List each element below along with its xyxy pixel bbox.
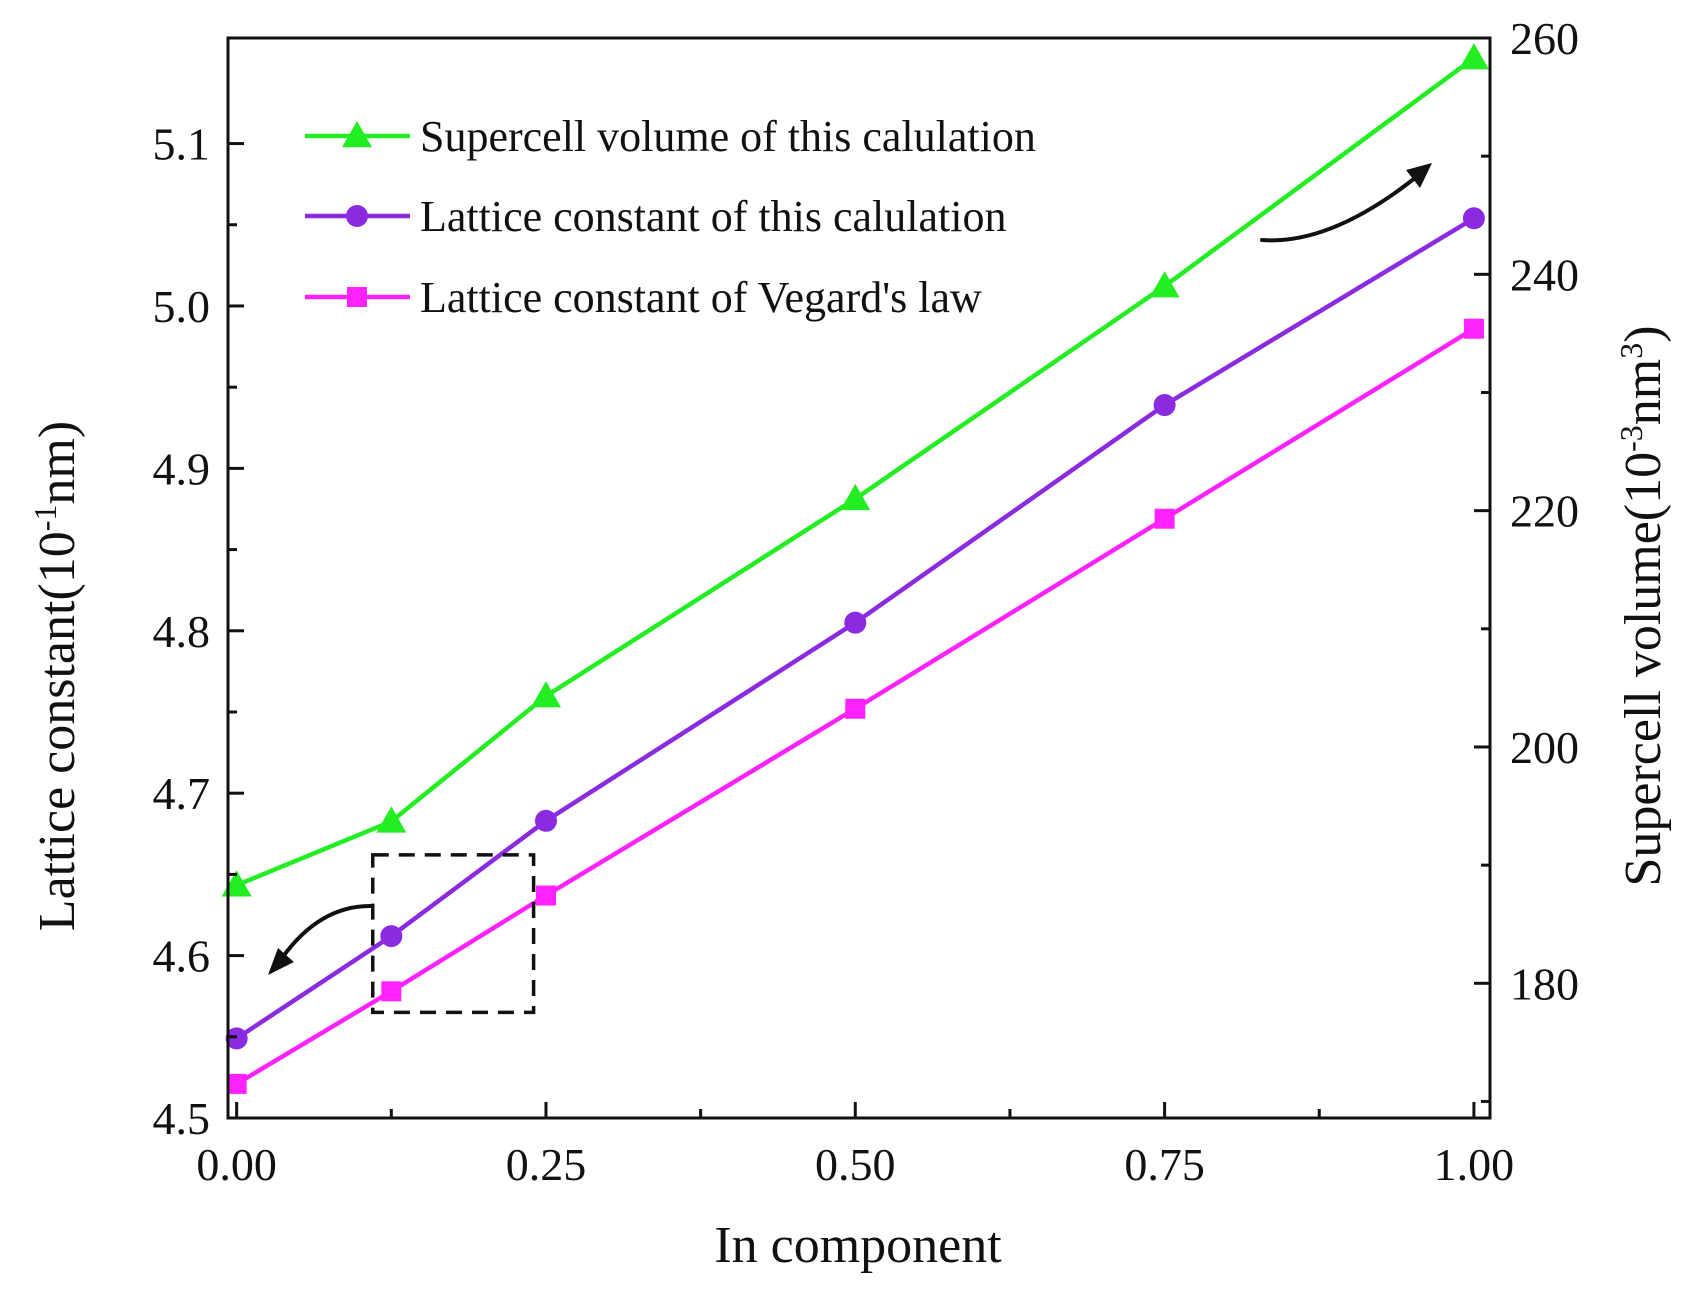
- legend-label: Lattice constant of Vegard's law: [420, 273, 982, 322]
- data-point: [840, 483, 871, 511]
- left-y-tick-label: 4.6: [153, 931, 211, 982]
- data-point: [534, 809, 557, 832]
- left-y-tick-label: 4.8: [153, 606, 211, 657]
- data-point: [530, 681, 561, 708]
- left-y-tick-label: 4.7: [153, 768, 211, 819]
- left-y-tick-label: 5.1: [153, 119, 211, 170]
- right-y-tick-label: 260: [1510, 13, 1579, 64]
- series-line-1: [235, 56, 1476, 888]
- left-arrow-head: [268, 948, 294, 975]
- x-axis-title: In component: [714, 1217, 1002, 1274]
- series-line-3: [235, 326, 1476, 1086]
- series-line-2: [235, 216, 1476, 1041]
- legend-marker: [346, 205, 368, 227]
- x-tick-label: 0.75: [1124, 1139, 1205, 1190]
- data-point: [225, 1027, 248, 1050]
- legend-label: Supercell volume of this calulation: [420, 112, 1036, 161]
- data-point: [376, 806, 407, 833]
- right-y-tick-label: 240: [1510, 249, 1579, 300]
- dashed-box-annotation: [371, 853, 536, 1015]
- left-y-tick-label: 4.5: [153, 1093, 211, 1144]
- x-tick-label: 1.00: [1434, 1139, 1515, 1190]
- right-y-tick-label: 180: [1510, 958, 1579, 1009]
- data-point: [380, 925, 403, 948]
- data-point: [1463, 318, 1484, 339]
- legend-marker: [342, 121, 372, 148]
- right-arrow-head: [1406, 163, 1432, 188]
- x-tick-label: 0.25: [506, 1139, 587, 1190]
- right-axis-title: Supercell volume(10-3nm3): [1613, 325, 1672, 886]
- legend-marker: [347, 287, 367, 307]
- left-axis-arrow: [280, 903, 374, 960]
- data-point: [1462, 207, 1485, 230]
- right-y-tick-label: 200: [1510, 722, 1579, 773]
- plot-frame: [226, 36, 1492, 1120]
- left-y-tick-label: 5.0: [153, 281, 211, 332]
- data-point: [1154, 508, 1175, 529]
- x-tick-label: 0.50: [815, 1139, 896, 1190]
- right-y-tick-label: 220: [1510, 486, 1579, 537]
- data-point: [844, 611, 867, 634]
- data-point: [535, 885, 556, 906]
- data-point: [845, 698, 866, 719]
- data-point: [226, 1073, 247, 1094]
- left-axis-title: Lattice constant(10-1nm): [27, 421, 86, 931]
- data-point: [1153, 394, 1176, 417]
- x-tick-label: 0.00: [196, 1139, 277, 1190]
- left-y-tick-label: 4.9: [153, 443, 211, 494]
- legend-label: Lattice constant of this calulation: [420, 192, 1006, 241]
- data-point: [381, 981, 402, 1002]
- data-point: [1149, 271, 1180, 298]
- data-point: [1458, 43, 1489, 70]
- right-axis-arrow: [1260, 176, 1417, 243]
